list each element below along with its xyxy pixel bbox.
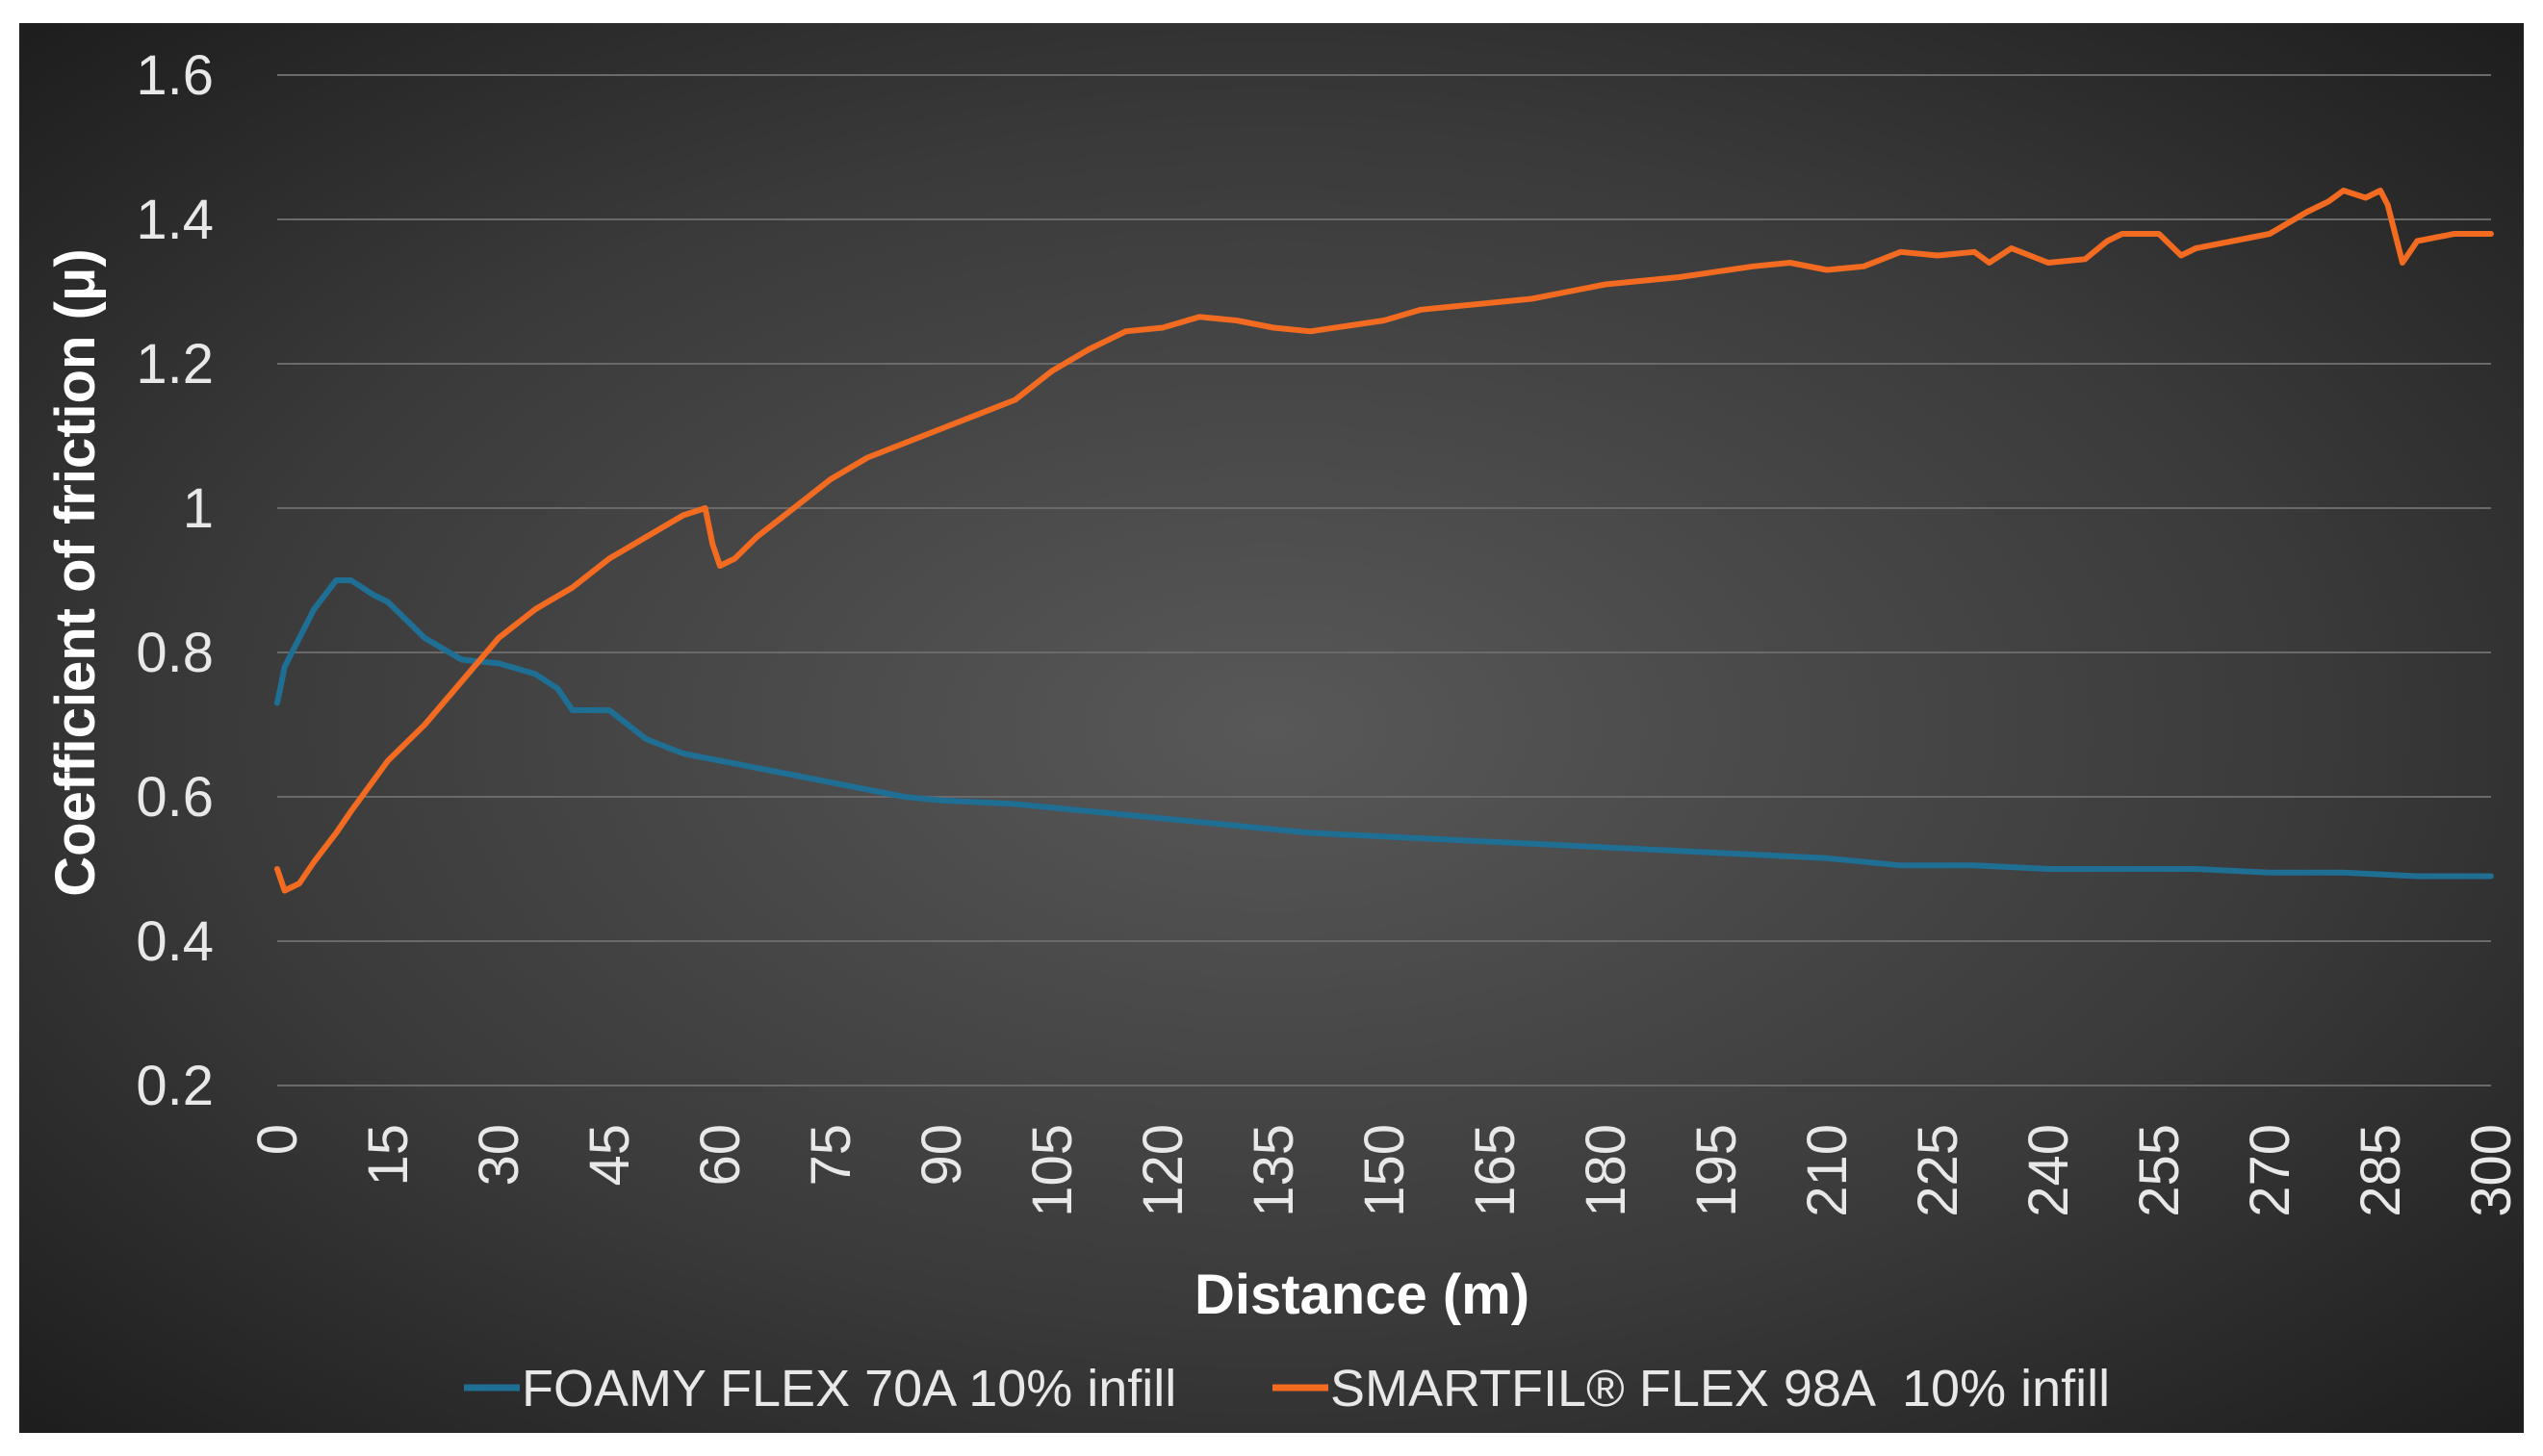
x-tick-label: 45	[578, 1124, 641, 1187]
x-tick-label: 150	[1353, 1124, 1416, 1217]
x-tick-label: 90	[911, 1124, 973, 1187]
y-tick-label: 1.2	[136, 333, 214, 396]
x-tick-label: 30	[468, 1124, 530, 1187]
x-tick-label: 285	[2350, 1124, 2412, 1217]
y-tick-label: 0.8	[136, 622, 214, 684]
x-tick-label: 105	[1021, 1124, 1084, 1217]
y-tick-label: 1.4	[136, 189, 214, 251]
x-tick-label: 75	[800, 1124, 862, 1187]
y-tick-label: 1	[183, 477, 214, 540]
y-axis-title: Coefficient of friction (μ)	[44, 248, 107, 896]
series-layer	[274, 188, 2494, 894]
y-tick-label: 0.2	[136, 1055, 214, 1117]
x-tick-label: 180	[1575, 1124, 1637, 1217]
y-axis-ticks: 0.2 0.4 0.6 0.8 1 1.2 1.4 1.6	[136, 44, 214, 1117]
legend: FOAMY FLEX 70A 10% infill SMARTFIL® FLEX…	[464, 1360, 2110, 1418]
x-tick-label: 15	[357, 1124, 420, 1187]
x-tick-label: 0	[246, 1124, 309, 1155]
y-tick-label: 0.4	[136, 910, 214, 973]
x-tick-label: 270	[2239, 1124, 2301, 1217]
x-tick-label: 120	[1132, 1124, 1194, 1217]
series-line-foamy	[274, 577, 2494, 880]
legend-label-foamy: FOAMY FLEX 70A 10% infill	[522, 1360, 1176, 1418]
x-axis-title: Distance (m)	[1194, 1264, 1529, 1326]
x-tick-label: 300	[2460, 1124, 2523, 1217]
grid-layer	[277, 74, 2491, 1086]
x-tick-label: 60	[689, 1124, 752, 1187]
x-tick-label: 165	[1464, 1124, 1527, 1217]
y-tick-label: 0.6	[136, 766, 214, 829]
x-tick-label: 240	[2017, 1124, 2080, 1217]
chart-background	[19, 23, 2524, 1433]
x-tick-label: 225	[1907, 1124, 1969, 1217]
x-tick-label: 135	[1243, 1124, 1305, 1217]
x-axis-ticks: 0 15 30 45 60 75 90 105 120 135 150 165 180 195 210 225…	[246, 1124, 2523, 1217]
y-tick-label: 1.6	[136, 44, 214, 107]
x-tick-label: 195	[1685, 1124, 1748, 1217]
x-tick-label: 255	[2128, 1124, 2191, 1217]
x-tick-label: 210	[1796, 1124, 1859, 1217]
legend-label-smartfil: SMARTFIL® FLEX 98A 10% infill	[1330, 1360, 2110, 1418]
series-line-smartfil	[274, 188, 2494, 894]
